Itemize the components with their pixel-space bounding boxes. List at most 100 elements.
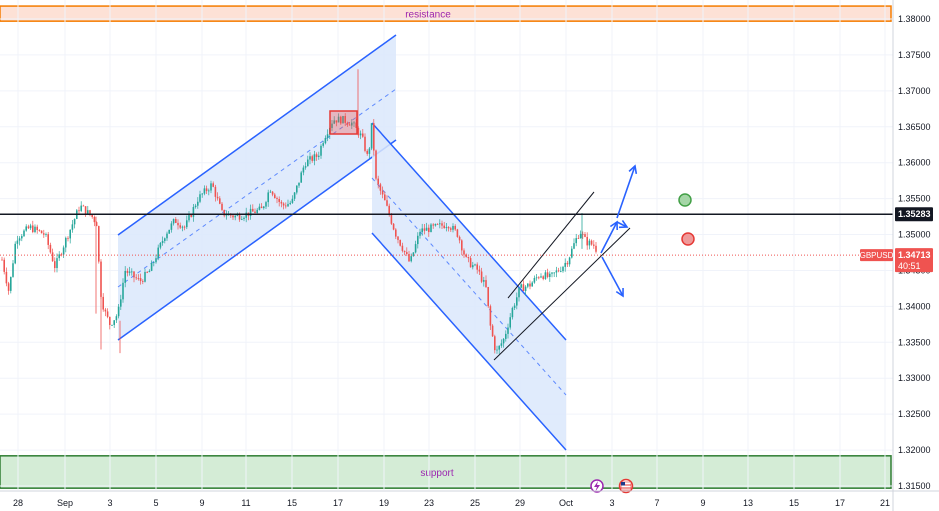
candle-body xyxy=(287,203,289,207)
candle-body xyxy=(194,205,197,208)
ascending-channel-mid xyxy=(117,88,397,288)
candle-body xyxy=(335,120,338,123)
candle-body xyxy=(562,266,564,272)
candle-body xyxy=(450,228,452,230)
candle-body xyxy=(472,265,474,268)
price-tick-label: 1.37000 xyxy=(898,86,931,96)
us-flag-event-icon-body xyxy=(620,481,632,491)
candle-body xyxy=(315,154,318,157)
candle-body xyxy=(553,272,555,274)
candle-body xyxy=(436,223,439,225)
time-tick-label: 9 xyxy=(700,498,705,508)
candle-body xyxy=(318,155,320,157)
descending-channel-upper xyxy=(371,122,567,341)
candle-body xyxy=(500,343,503,346)
candle-body xyxy=(188,214,190,221)
candle-body xyxy=(463,250,465,255)
candle-body xyxy=(263,206,265,209)
candle-body xyxy=(276,198,278,200)
candle-body xyxy=(3,259,5,272)
symbol-label: GBPUSD xyxy=(860,251,894,260)
time-tick-label: Oct xyxy=(559,498,574,508)
candle-body xyxy=(326,134,329,138)
time-axis: 28 Sep 3 5 9 11 15 17 19 23 25 29 Oct 3 7 9 13 15 17 21 xyxy=(0,490,939,508)
candle-body xyxy=(181,226,184,228)
candle-body xyxy=(265,202,267,207)
candle-body xyxy=(54,261,56,269)
candle-body xyxy=(586,236,588,246)
candle-body xyxy=(126,270,129,273)
candle-body xyxy=(480,271,483,282)
candle-body xyxy=(23,230,25,237)
candle-body xyxy=(245,212,247,218)
candle-body xyxy=(502,338,505,344)
candle-body xyxy=(243,217,245,220)
candle-body xyxy=(355,122,357,128)
candle-body xyxy=(540,276,542,278)
candle-body xyxy=(71,224,74,230)
candle-body xyxy=(100,261,102,297)
candle-body xyxy=(214,186,217,197)
candle-body xyxy=(520,284,522,288)
candle-body xyxy=(232,215,234,218)
candle-body xyxy=(595,245,597,252)
candle-body xyxy=(571,248,573,258)
candle-body xyxy=(210,183,212,191)
candle-body xyxy=(340,116,342,124)
descending-channel-lower xyxy=(371,232,567,451)
candle-body xyxy=(168,229,170,234)
candle-body xyxy=(498,345,500,350)
candle-body xyxy=(122,282,124,300)
candle-body xyxy=(296,185,298,193)
price-tick-label: 1.32000 xyxy=(898,445,931,455)
candle-body xyxy=(311,156,313,161)
candle-body xyxy=(144,271,146,282)
candle-body xyxy=(254,211,256,213)
candle-body xyxy=(557,270,560,272)
candle-body xyxy=(208,190,210,192)
candle-body xyxy=(494,336,496,351)
scenario-arrow-down-head xyxy=(615,287,624,298)
support-label: support xyxy=(420,468,454,479)
price-tick-label: 1.34000 xyxy=(898,301,931,311)
candle-body xyxy=(485,280,487,288)
candle-body xyxy=(155,258,157,263)
price-tick-label: 1.36000 xyxy=(898,158,931,168)
candle-body xyxy=(16,240,19,244)
candle-body xyxy=(201,193,203,195)
price-tick-label: 1.37500 xyxy=(898,50,931,60)
candle-body xyxy=(590,240,593,245)
candle-body xyxy=(179,225,181,228)
time-tick-label: Sep xyxy=(57,498,73,508)
time-tick-label: 7 xyxy=(654,498,659,508)
candle-body xyxy=(291,198,294,203)
candle-body xyxy=(1,259,3,261)
candle-body xyxy=(131,271,133,273)
candle-body xyxy=(529,283,531,287)
candle-body xyxy=(172,219,175,224)
candle-body xyxy=(111,324,113,326)
candle-body xyxy=(564,262,566,267)
current-price-tag xyxy=(895,248,933,273)
candle-body xyxy=(133,271,135,278)
candle-body xyxy=(29,225,32,229)
candle-body xyxy=(69,229,71,239)
candle-body xyxy=(478,269,481,272)
price-tick-label: 1.31500 xyxy=(898,481,931,491)
candle-body xyxy=(555,270,558,273)
price-axis: 1.38000 1.37500 1.37000 1.36500 1.36000 1.355… xyxy=(860,0,939,511)
candle-body xyxy=(322,143,324,146)
candle-body xyxy=(465,254,467,257)
candle-body xyxy=(544,272,547,279)
time-tick-label: 17 xyxy=(333,498,343,508)
candle-body xyxy=(153,262,155,264)
price-tick-label: 1.35000 xyxy=(898,230,931,240)
candle-body xyxy=(342,116,344,124)
candle-body xyxy=(505,333,507,339)
support-zone xyxy=(0,455,892,489)
candle-body xyxy=(439,223,441,225)
candle-body xyxy=(190,214,192,217)
candle-body xyxy=(454,225,456,230)
candle-body xyxy=(588,240,591,246)
